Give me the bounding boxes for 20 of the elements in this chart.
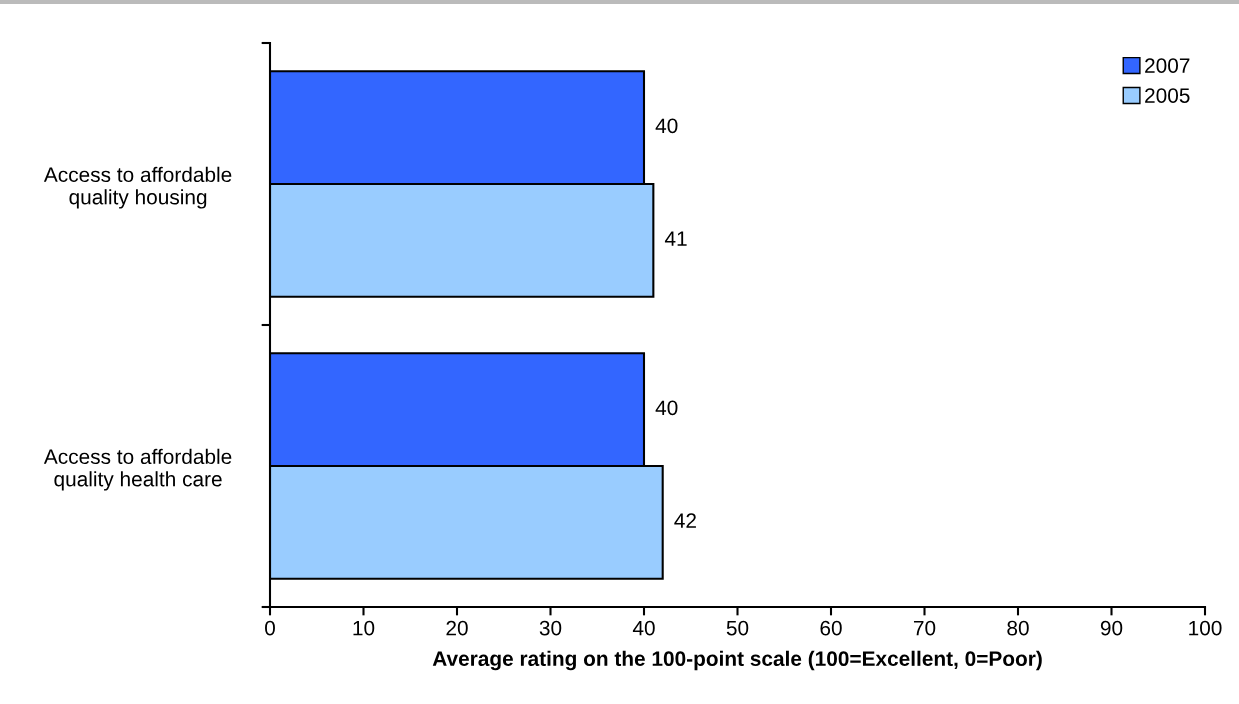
x-tick-label: 40 [632, 620, 655, 636]
legend-label: 2005 [1145, 88, 1190, 103]
x-tick-label: 0 [265, 620, 275, 636]
x-tick-label: 50 [726, 620, 749, 636]
data-label: 40 [655, 400, 678, 416]
y-tick-label: Access to affordable quality health care [43, 448, 232, 491]
x-tick-label: 20 [446, 620, 468, 636]
x-tick-label: 70 [913, 620, 936, 636]
x-tick-label: 60 [820, 620, 842, 636]
x-tick-label: 10 [353, 620, 375, 636]
x-tick-label: 90 [1100, 620, 1123, 636]
legend-label: 2007 [1145, 58, 1190, 73]
y-tick-label: Access to affordable quality housing [43, 166, 232, 209]
x-axis-title: Average rating on the 100-point scale (100=Excellent, 0=Poor) [432, 650, 1042, 671]
x-tick-label: 80 [1007, 620, 1029, 636]
data-label: 42 [674, 513, 696, 528]
data-label: 40 [655, 118, 678, 134]
x-tick-label: 100 [1189, 620, 1222, 636]
data-label: 41 [664, 231, 687, 246]
x-tick-label: 30 [539, 620, 562, 636]
